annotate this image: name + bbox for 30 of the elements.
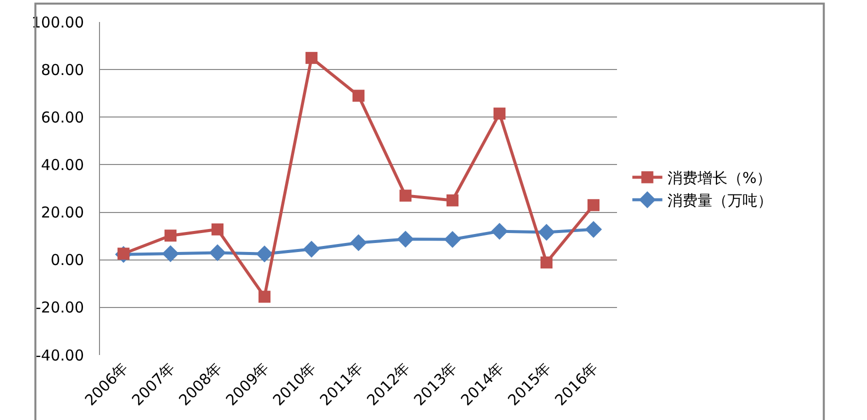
legend-label: 消费量（万吨） <box>667 192 772 210</box>
point <box>303 240 320 258</box>
y-tick-label: -40.00 <box>36 346 84 364</box>
point <box>162 245 179 262</box>
y-tick-label: 40.00 <box>41 156 84 174</box>
y-tick-label: 80.00 <box>41 60 84 79</box>
point <box>540 256 552 268</box>
y-tick-label: 100.00 <box>32 13 84 32</box>
point <box>400 190 412 202</box>
point <box>350 234 367 252</box>
y-tick-label: 20.00 <box>41 204 84 222</box>
y-tick-label: -20.00 <box>36 298 84 317</box>
point <box>444 230 461 248</box>
point <box>397 230 414 248</box>
point <box>494 108 506 120</box>
point <box>585 220 602 238</box>
point <box>306 52 318 64</box>
y-tick-label: 60.00 <box>41 108 84 126</box>
y-tick-label: 0.00 <box>50 251 84 270</box>
point <box>588 199 600 212</box>
point <box>491 222 508 240</box>
point <box>352 90 364 102</box>
point <box>209 244 226 262</box>
point <box>258 290 270 303</box>
point <box>212 223 224 236</box>
point <box>446 194 458 206</box>
point <box>256 245 273 262</box>
legend-label: 消费增长（%） <box>667 169 772 188</box>
point <box>538 224 555 241</box>
point <box>164 230 176 242</box>
